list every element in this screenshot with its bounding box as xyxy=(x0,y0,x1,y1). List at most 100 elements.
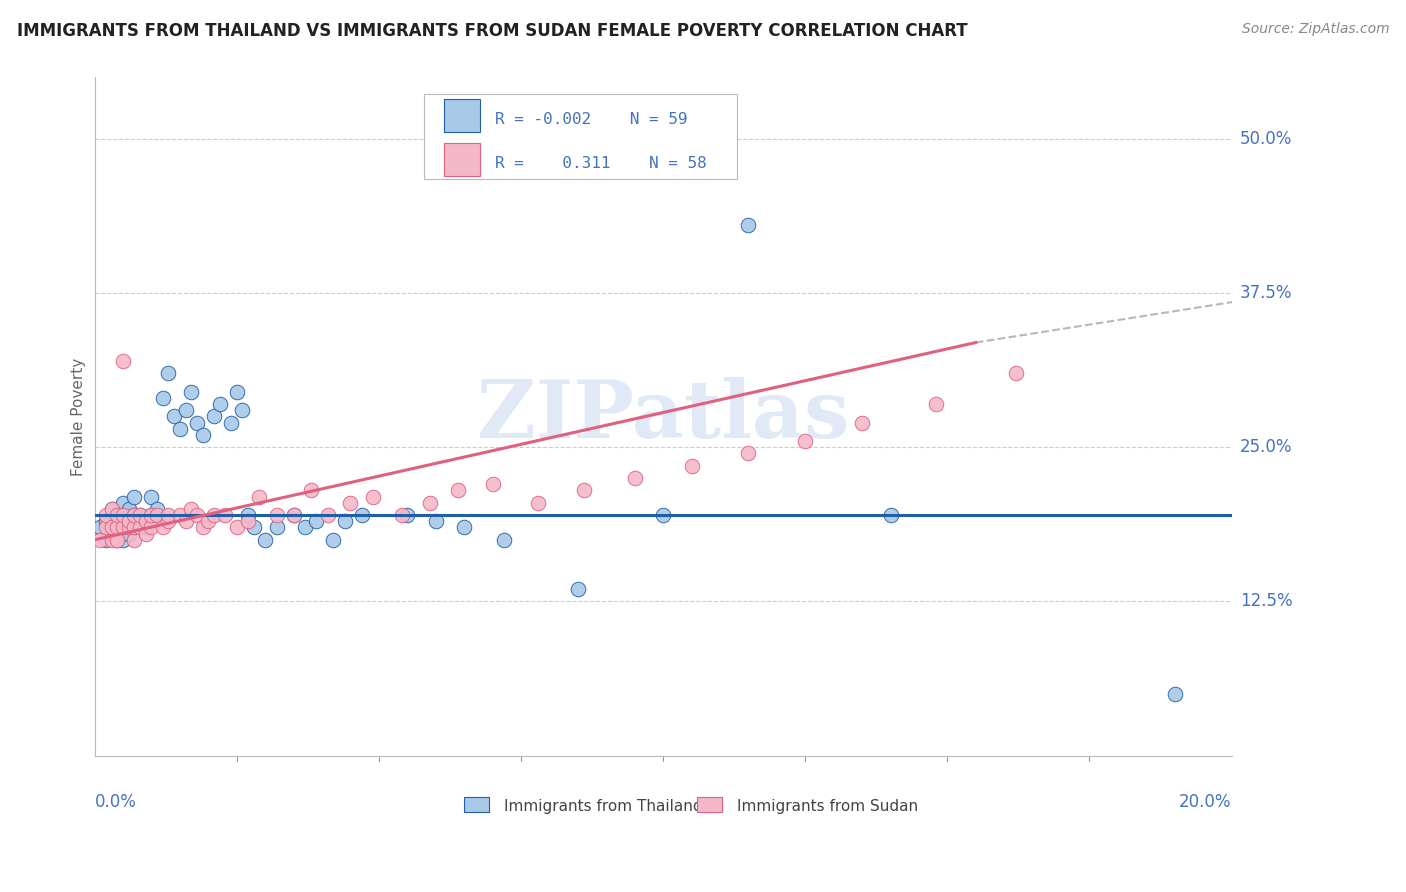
Point xyxy=(236,508,259,522)
Point xyxy=(481,477,503,491)
Point xyxy=(236,514,259,528)
Point xyxy=(141,508,163,522)
Text: 20.0%: 20.0% xyxy=(1180,793,1232,811)
Bar xyxy=(697,797,723,812)
Point xyxy=(129,520,152,534)
Point xyxy=(174,514,197,528)
Point xyxy=(396,508,419,522)
Point xyxy=(681,458,703,473)
Point xyxy=(231,403,253,417)
Point xyxy=(135,514,157,528)
Point xyxy=(118,502,141,516)
Point xyxy=(118,520,141,534)
Point xyxy=(925,397,948,411)
Point xyxy=(333,514,356,528)
Point xyxy=(141,490,163,504)
Point xyxy=(100,526,122,541)
Point xyxy=(652,508,675,522)
Point xyxy=(169,422,191,436)
Point xyxy=(219,416,242,430)
Point xyxy=(146,508,169,522)
Text: 25.0%: 25.0% xyxy=(1240,438,1292,457)
Point xyxy=(1164,687,1187,701)
Point xyxy=(105,533,128,547)
Point xyxy=(105,508,128,522)
Point xyxy=(350,508,373,522)
Point xyxy=(163,409,186,424)
Point xyxy=(737,446,759,460)
Point xyxy=(124,508,146,522)
Point xyxy=(135,520,157,534)
Point xyxy=(152,520,174,534)
Point xyxy=(135,526,157,541)
Point xyxy=(129,508,152,522)
Point xyxy=(124,520,146,534)
Point xyxy=(89,533,111,547)
Text: R = -0.002    N = 59: R = -0.002 N = 59 xyxy=(495,112,688,127)
Point xyxy=(100,520,122,534)
Point xyxy=(492,533,515,547)
Text: 50.0%: 50.0% xyxy=(1240,130,1292,148)
Text: 0.0%: 0.0% xyxy=(94,793,136,811)
Point xyxy=(89,520,111,534)
Point xyxy=(202,409,225,424)
Point xyxy=(111,354,134,368)
Point xyxy=(572,483,595,498)
Bar xyxy=(464,797,489,812)
Point xyxy=(737,219,759,233)
Point xyxy=(851,416,873,430)
Point xyxy=(157,508,180,522)
Point xyxy=(94,514,117,528)
Point xyxy=(180,384,202,399)
Point xyxy=(879,508,901,522)
Point xyxy=(111,508,134,522)
Point xyxy=(266,520,288,534)
Point xyxy=(225,384,247,399)
Point xyxy=(105,520,128,534)
Point xyxy=(105,508,128,522)
Point xyxy=(254,533,277,547)
Point xyxy=(129,508,152,522)
Point xyxy=(794,434,817,449)
Point xyxy=(391,508,413,522)
Point xyxy=(141,520,163,534)
Point xyxy=(447,483,470,498)
Text: Immigrants from Sudan: Immigrants from Sudan xyxy=(737,799,918,814)
Point xyxy=(118,526,141,541)
Point xyxy=(242,520,264,534)
Point xyxy=(425,514,447,528)
Point xyxy=(169,508,191,522)
Point xyxy=(322,533,344,547)
Point xyxy=(141,508,163,522)
Text: 12.5%: 12.5% xyxy=(1240,592,1292,610)
Point xyxy=(299,483,322,498)
Bar xyxy=(444,144,479,176)
Point xyxy=(100,502,122,516)
Point xyxy=(316,508,339,522)
Point xyxy=(208,397,231,411)
Point xyxy=(339,496,361,510)
Point xyxy=(186,508,208,522)
Point xyxy=(180,502,202,516)
Point xyxy=(623,471,645,485)
Point xyxy=(1004,367,1026,381)
Point xyxy=(266,508,288,522)
Point xyxy=(100,514,122,528)
Point xyxy=(214,508,236,522)
Point xyxy=(111,520,134,534)
Point xyxy=(100,533,122,547)
Point xyxy=(124,490,146,504)
Point xyxy=(94,533,117,547)
Point xyxy=(283,508,305,522)
Point xyxy=(191,520,214,534)
Text: Immigrants from Thailand: Immigrants from Thailand xyxy=(503,799,703,814)
Point xyxy=(118,514,141,528)
Point xyxy=(283,508,305,522)
Text: IMMIGRANTS FROM THAILAND VS IMMIGRANTS FROM SUDAN FEMALE POVERTY CORRELATION CHA: IMMIGRANTS FROM THAILAND VS IMMIGRANTS F… xyxy=(17,22,967,40)
Point xyxy=(111,496,134,510)
Point xyxy=(419,496,441,510)
Y-axis label: Female Poverty: Female Poverty xyxy=(72,358,86,475)
Point xyxy=(94,520,117,534)
Point xyxy=(111,520,134,534)
Text: Source: ZipAtlas.com: Source: ZipAtlas.com xyxy=(1241,22,1389,37)
